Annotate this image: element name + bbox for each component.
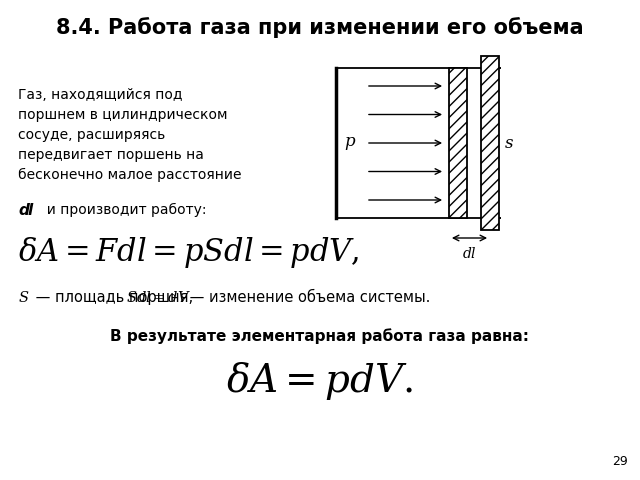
Text: $dl$: $dl$ [462,246,477,261]
Text: $S$: $S$ [18,290,29,305]
Text: $p$: $p$ [344,134,356,152]
Text: 29: 29 [612,455,628,468]
Bar [449,68,467,218]
Text: d: d [18,203,29,218]
Text: $\delta A = Fdl = pSdl = pdV,$: $\delta A = Fdl = pSdl = pdV,$ [18,235,360,270]
Text: $Sdl{=}dV$: $Sdl{=}dV$ [126,290,191,305]
Text: В результате элементарная работа газа равна:: В результате элементарная работа газа ра… [111,328,529,344]
Text: — площадь поршня,: — площадь поршня, [31,290,198,305]
Text: l: l [28,203,33,218]
Text: $s$: $s$ [504,134,514,152]
Text: Газ, находящийся под
поршнем в цилиндрическом
сосуде, расширяясь
передвигает пор: Газ, находящийся под поршнем в цилиндрич… [18,88,241,182]
Text: $\delta A = pdV.$: $\delta A = pdV.$ [227,360,413,402]
Text: и производит работу:: и производит работу: [38,203,207,217]
Bar [481,56,499,230]
Text: — изменение объема системы.: — изменение объема системы. [185,290,430,305]
Text: 8.4. Работа газа при изменении его объема: 8.4. Работа газа при изменении его объем… [56,17,584,38]
